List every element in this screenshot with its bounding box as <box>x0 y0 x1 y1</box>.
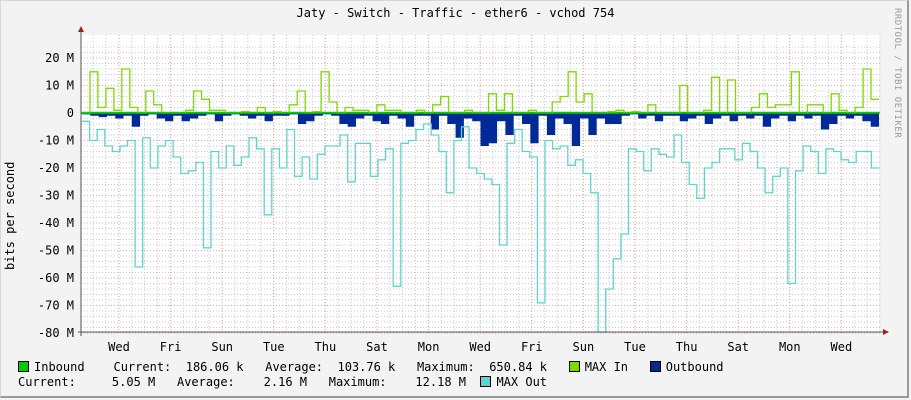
y-tick-label: -10 M <box>38 134 74 148</box>
x-tick-label: Wed <box>108 340 130 354</box>
legend-inbound-maximum: 650.84 k <box>489 360 547 374</box>
traffic-chart: Wed Fri Sun Tue Thu Sat Mon Wed Fri Sun Tue Thu Sat M… <box>38 26 889 354</box>
legend-row-2: Current: 5.05 M Average: 2.16 M Maximum:… <box>18 375 547 389</box>
y-tick-label: -80 M <box>38 326 74 340</box>
x-tick-label: Thu <box>676 340 698 354</box>
legend-outbound-current: 5.05 M <box>111 375 156 389</box>
legend-outbound-maximum: 12.18 M <box>415 375 466 389</box>
legend-inbound-label: Inbound <box>34 360 85 374</box>
x-tick-label: Fri <box>521 340 543 354</box>
y-tick-label: -70 M <box>38 299 74 313</box>
legend-outbound-current-label: Current: <box>18 375 76 389</box>
max-out-swatch <box>480 376 492 387</box>
inbound-swatch <box>18 361 29 372</box>
x-tick-label: Tue <box>263 340 285 354</box>
legend-inbound-current: 186.06 k <box>185 360 244 374</box>
legend-inbound-current-label: Current: <box>113 360 172 374</box>
x-tick-label: Sat <box>727 340 749 354</box>
x-tick-label: Sun <box>211 340 233 354</box>
plot-area <box>81 35 880 332</box>
max-in-swatch <box>568 361 580 372</box>
x-axis-arrow-icon <box>883 329 889 335</box>
legend-outbound-label: Outbound <box>665 360 724 374</box>
max-out-line <box>82 120 879 333</box>
y-tick-label: -60 M <box>38 271 74 285</box>
y-tick-label: -40 M <box>38 216 74 230</box>
x-tick-label: Mon <box>779 340 801 354</box>
legend-row-1: Inbound Current: 186.06 k Average: 103.7… <box>18 360 724 374</box>
outbound-area <box>82 113 879 146</box>
x-tick-label: Mon <box>418 340 440 354</box>
legend-max-in-label: MAX In <box>584 360 629 374</box>
x-tick-label: Tue <box>624 340 646 354</box>
x-tick-label: Sun <box>573 340 595 354</box>
y-tick-label: 0 <box>67 106 74 120</box>
x-tick-label: Thu <box>315 340 337 354</box>
legend-outbound-maximum-label: Maximum: <box>328 375 387 389</box>
x-tick-label: Wed <box>469 340 491 354</box>
y-tick-label: -50 M <box>38 244 74 258</box>
outbound-swatch <box>649 361 661 372</box>
y-tick-label: 20 M <box>45 51 74 65</box>
legend-max-out-label: MAX Out <box>496 375 548 389</box>
legend-outbound-average-label: Average: <box>176 375 235 389</box>
x-tick-label: Wed <box>831 340 853 354</box>
y-axis-arrow-icon <box>78 26 84 32</box>
y-tick-label: -30 M <box>38 189 74 203</box>
y-tick-label: -20 M <box>38 161 74 175</box>
legend-inbound-average: 103.76 k <box>337 360 396 374</box>
chart-title: Jaty - Switch - Traffic - ether6 - vchod… <box>296 6 615 20</box>
legend-inbound-average-label: Average: <box>265 360 324 374</box>
x-tick-label: Fri <box>160 340 182 354</box>
legend-outbound-average: 2.16 M <box>263 375 308 389</box>
y-tick-label: 10 M <box>45 79 74 93</box>
legend-inbound-maximum-label: Maximum: <box>416 360 475 374</box>
rrdtool-watermark: RRDTOOL / TOBI OETIKER <box>892 8 902 139</box>
x-tick-label: Sat <box>366 340 388 354</box>
